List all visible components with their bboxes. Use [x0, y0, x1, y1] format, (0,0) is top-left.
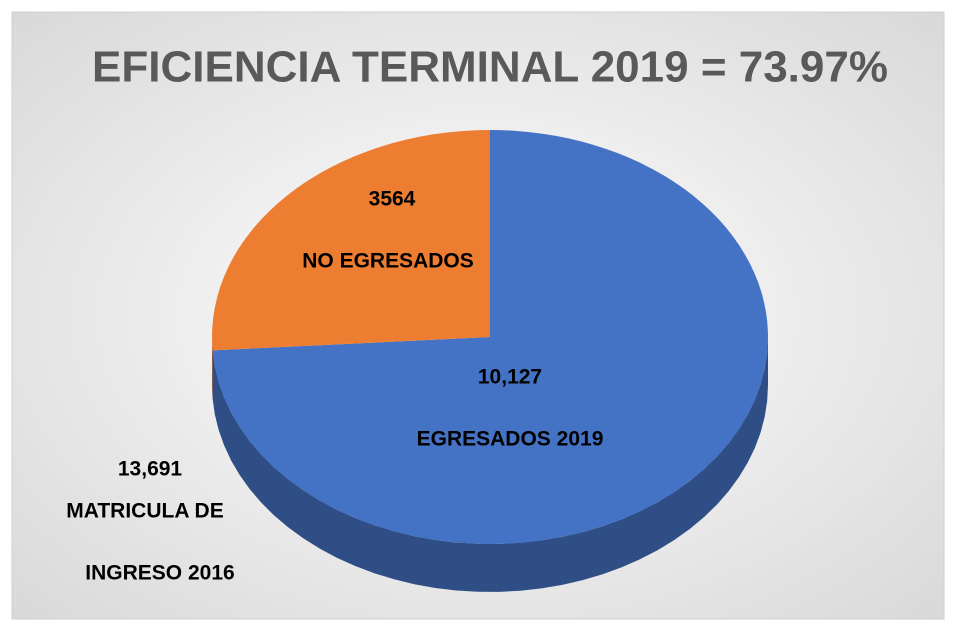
slice-side	[212, 337, 213, 399]
data-label: 10,127	[478, 366, 542, 389]
chart-title: EFICIENCIA TERMINAL 2019 = 73.97%	[92, 43, 888, 92]
annotation: 13,691	[118, 458, 183, 481]
slice-side	[212, 337, 769, 592]
slice	[212, 130, 769, 544]
category-label: EGRESADOS 2019	[417, 428, 604, 451]
annotation: INGRESO 2016	[85, 562, 234, 585]
category-label: NO EGRESADOS	[302, 250, 474, 273]
slice	[212, 130, 490, 351]
annotation: MATRICULA DE	[66, 500, 223, 523]
data-label: 3564	[369, 188, 416, 211]
pie	[212, 130, 769, 592]
